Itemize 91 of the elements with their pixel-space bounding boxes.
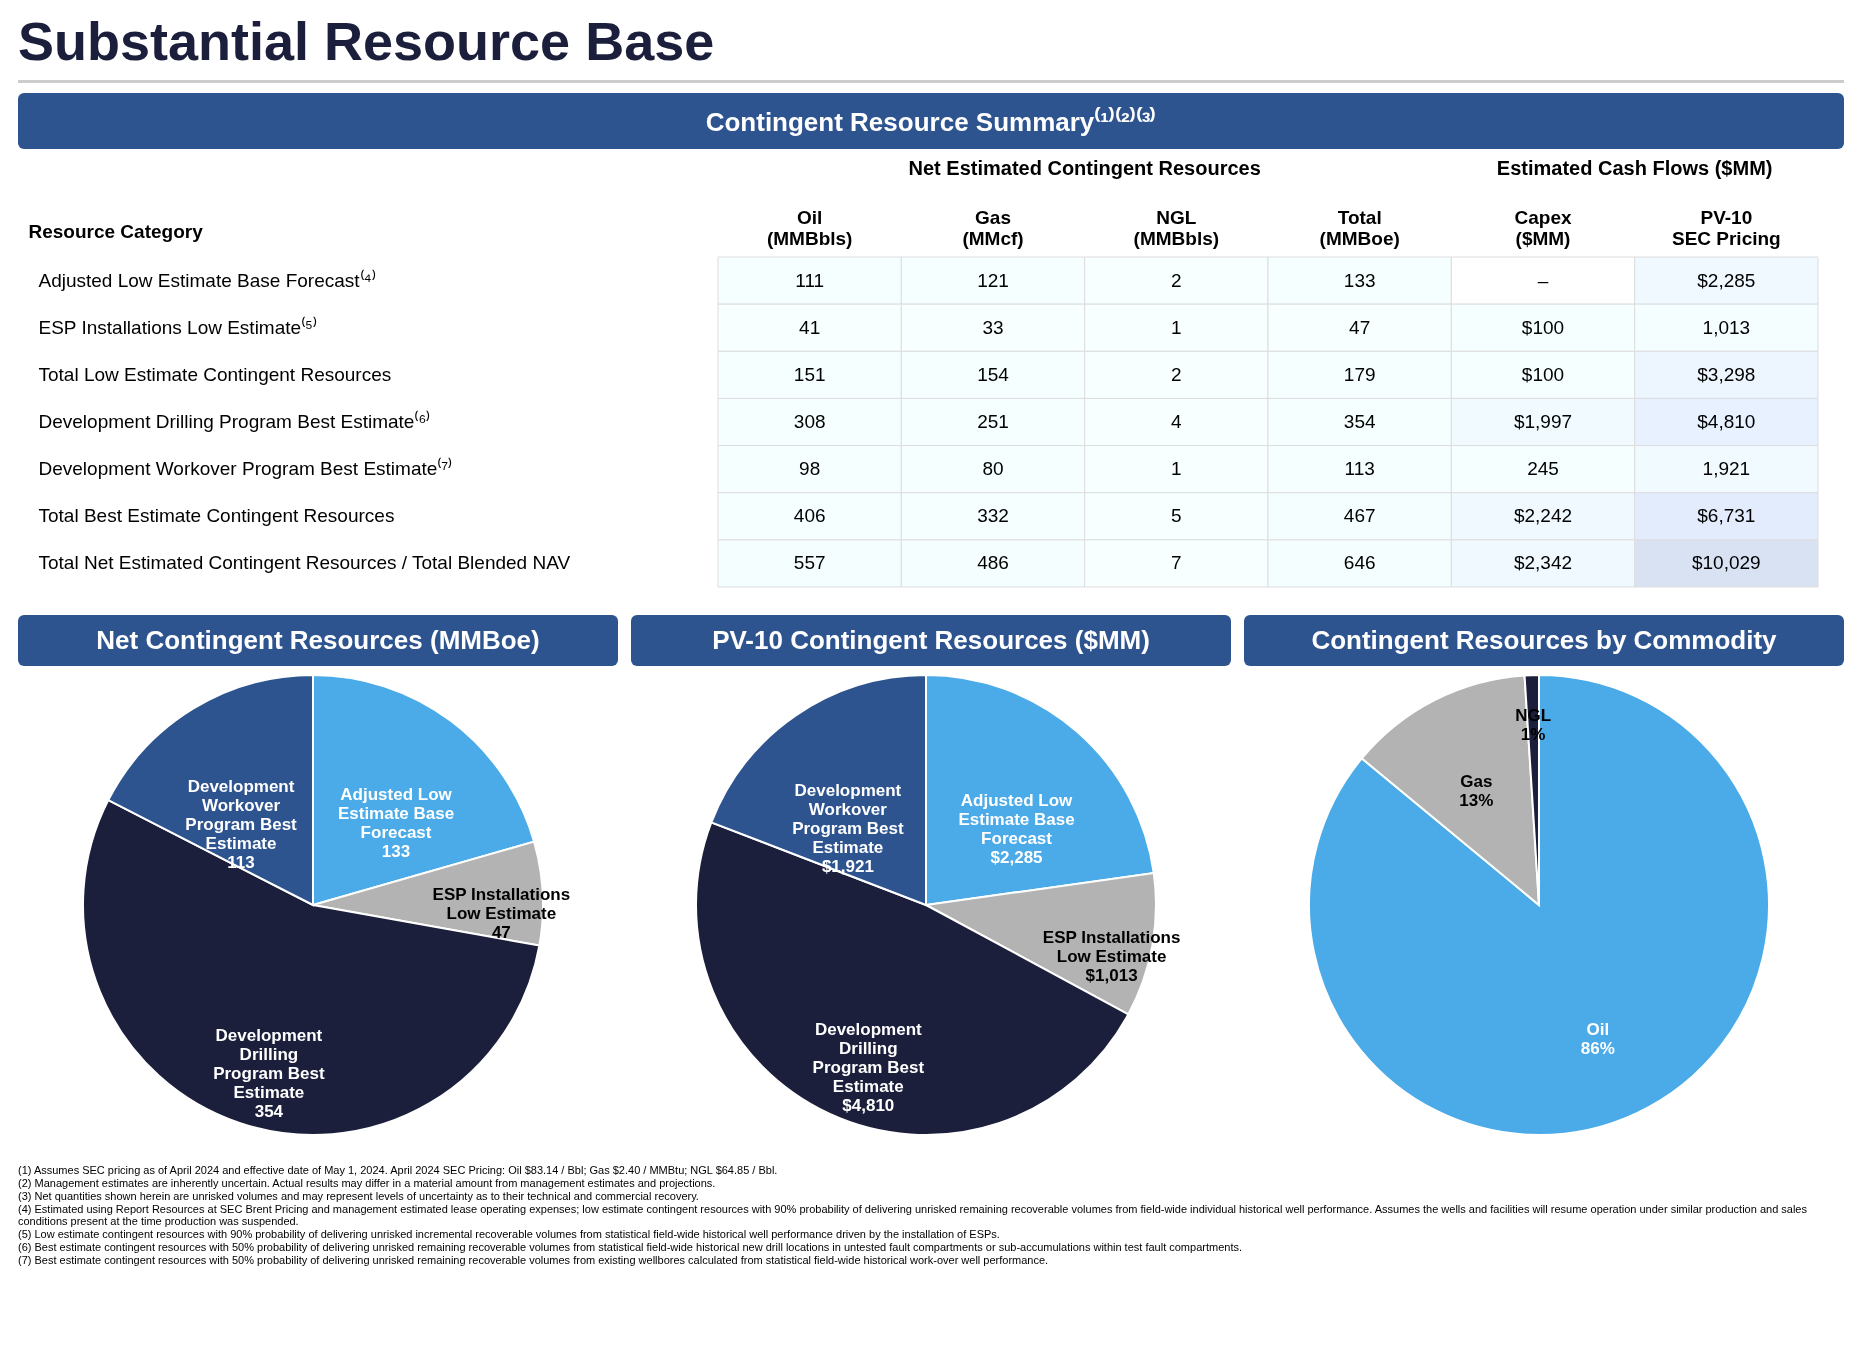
- data-label: $1,997: [1513, 411, 1573, 432]
- slice-label: Development Workover Program Best Estimate: [185, 777, 298, 854]
- data-label: 80: [982, 458, 1004, 480]
- text: (4) Estimated using Report Resources at SEC Brent Pricing and management estimated lease operating expenses; low estimate contingent resources with 90% probability of delivering unrisked remaining recoverable volumes from field-wide individual historical well performance. Assumes the wells and facilities will resume operation under similar production and sales conditions present at the time production was suspended.: [18, 1203, 1808, 1227]
- text: (6) Best estimate contingent resources with 50% probability of delivering unrisked remaining recoverable volumes from statistical field-wide historical new drill locations in untested fault compartments or sub-accumulations within test fault compartments.: [18, 1241, 1243, 1253]
- data-label: $6,731: [1697, 505, 1756, 527]
- slice-label: NGL: [1515, 706, 1552, 726]
- data-label: $4,810: [1697, 411, 1756, 432]
- data-label: $2,342: [1513, 552, 1573, 574]
- data-label: 354: [1343, 411, 1376, 432]
- data-label: 111: [795, 269, 825, 291]
- data-label: 7: [1171, 552, 1182, 574]
- text: (2) Management estimates are inherently uncertain. Actual results may differ in a material amount from management estimates and projections.: [18, 1177, 717, 1189]
- y-tick-label: Adjusted Low Estimate Base Forecast⁽⁴⁾: [38, 268, 376, 291]
- data-label: 406: [793, 505, 826, 527]
- text: Estimated Cash Flows ($MM): [1496, 157, 1773, 179]
- chart-title: Substantial Resource Base: [18, 10, 1844, 83]
- text: Net Estimated Contingent Resources: [908, 157, 1261, 179]
- x-tick-label: NGL (MMBbls): [1133, 206, 1220, 249]
- slice-label: Development Drilling Program Best Estimate: [812, 1020, 925, 1097]
- data-label: 1,013: [1702, 316, 1751, 338]
- data-label: $2,285: [990, 847, 1043, 867]
- data-label: 151: [793, 363, 826, 385]
- y-tick-label: Total Net Estimated Contingent Resources / Total Blended NAV: [38, 552, 571, 574]
- slice-label: Gas: [1460, 772, 1493, 792]
- x-tick-label: PV-10 SEC Pricing: [1671, 206, 1781, 249]
- slice-label: ESP Installations Low Estimate: [432, 885, 571, 924]
- data-label: 41: [799, 316, 821, 338]
- data-label: 33: [982, 316, 1004, 338]
- slice-label: Development Drilling Program Best Estimate: [213, 1025, 325, 1102]
- x-tick-label: Capex ($MM): [1514, 206, 1572, 249]
- data-label: $2,285: [1697, 269, 1756, 291]
- data-label: $3,298: [1697, 363, 1756, 385]
- data-label: 251: [977, 411, 1009, 432]
- data-label: 121: [977, 269, 1009, 291]
- y-axis-title: Resource Category: [28, 220, 204, 242]
- data-label: 2: [1171, 363, 1182, 385]
- chart-title: PV-10 Contingent Resources ($MM): [631, 615, 1231, 666]
- y-tick-label: Total Best Estimate Contingent Resources: [38, 505, 395, 527]
- data-label: 133: [381, 841, 411, 861]
- data-label: 557: [793, 552, 826, 574]
- pie-slice: [1308, 674, 1770, 1136]
- data-label: 5: [1171, 505, 1182, 527]
- chart-title: Contingent Resources by Commodity: [1244, 615, 1844, 666]
- data-label: 13%: [1459, 791, 1494, 811]
- data-label: 1%: [1520, 725, 1546, 745]
- chart-title: Net Contingent Resources (MMBoe): [18, 615, 618, 666]
- data-label: 1: [1171, 316, 1182, 338]
- data-label: 467: [1343, 505, 1376, 527]
- data-label: 2: [1171, 269, 1182, 291]
- data-label: $100: [1521, 363, 1565, 385]
- y-tick-label: Development Drilling Program Best Estimate⁽⁶⁾: [38, 410, 431, 432]
- data-label: 308: [793, 411, 826, 432]
- data-label: 86%: [1580, 1038, 1615, 1058]
- slice-label: Development Workover Program Best Estimate: [792, 781, 904, 858]
- data-label: $100: [1521, 316, 1565, 338]
- slice-label: Adjusted Low Estimate Base Forecast: [337, 784, 455, 842]
- data-label: $2,242: [1513, 505, 1573, 527]
- data-label: 113: [1344, 458, 1375, 480]
- text: –: [1537, 269, 1549, 291]
- data-label: 1,921: [1702, 458, 1751, 480]
- data-label: 133: [1343, 269, 1376, 291]
- data-label: 47: [491, 923, 511, 943]
- y-tick-label: Total Low Estimate Contingent Resources: [38, 363, 392, 385]
- data-label: 646: [1343, 552, 1376, 574]
- data-label: 179: [1343, 363, 1376, 385]
- slice-label: ESP Installations Low Estimate: [1042, 928, 1181, 967]
- slice-label: Oil: [1586, 1019, 1610, 1039]
- data-label: 245: [1527, 458, 1559, 480]
- x-tick-label: Gas (MMcf): [962, 206, 1024, 249]
- data-label: 154: [977, 363, 1010, 385]
- data-label: 332: [977, 505, 1009, 527]
- slice-label: Adjusted Low Estimate Base Forecast: [958, 790, 1075, 848]
- text: (5) Low estimate contingent resources with 90% probability of delivering unrisked incremental recoverable volumes from statistical field-wide historical well performance driven by the installation of ESPs.: [18, 1228, 1001, 1240]
- data-label: 4: [1171, 411, 1183, 432]
- x-tick-label: Total (MMBoe): [1319, 206, 1400, 249]
- data-label: $1,013: [1085, 966, 1138, 986]
- chart-subtitle: Contingent Resource Summary⁽¹⁾⁽²⁾⁽³⁾: [18, 93, 1844, 149]
- data-label: 354: [254, 1101, 284, 1121]
- data-label: 98: [799, 458, 821, 480]
- data-label: 47: [1349, 316, 1371, 338]
- data-label: $4,810: [842, 1096, 895, 1116]
- text: (7) Best estimate contingent resources with 50% probability of delivering unrisked remaining recoverable volumes from existing wellbores calculated from statistical field-wide historical work-over well performance.: [18, 1254, 1050, 1266]
- text: (1) Assumes SEC pricing as of April 2024 and effective date of May 1, 2024. April 2024 SEC Pricing: Oil $83.14 / Bbl; Gas $2.40 / MMBtu; NGL $64.85 / Bbl.: [18, 1164, 779, 1176]
- y-tick-label: ESP Installations Low Estimate⁽⁵⁾: [38, 315, 317, 338]
- data-label: 486: [977, 552, 1009, 574]
- x-tick-label: Oil (MMBbls): [766, 206, 853, 249]
- text: (3) Net quantities shown herein are unrisked volumes and may represent levels of uncertainty as to their technical and commercial recovery.: [18, 1190, 700, 1202]
- y-tick-label: Development Workover Program Best Estimate⁽⁷⁾: [38, 457, 453, 480]
- data-label: 1: [1171, 458, 1182, 480]
- data-label: $10,029: [1691, 552, 1761, 574]
